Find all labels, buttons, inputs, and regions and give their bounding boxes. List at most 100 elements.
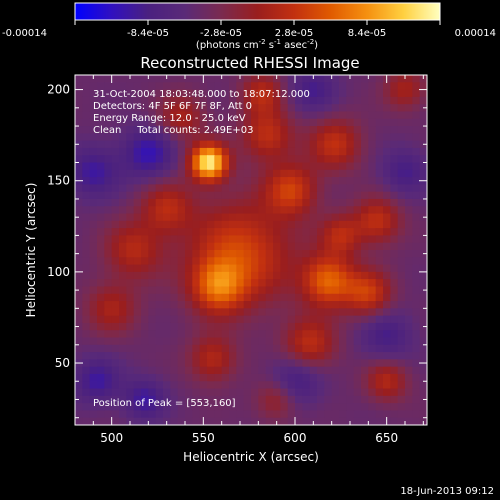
heatmap-cell [75, 264, 83, 273]
heatmap-cell [295, 89, 303, 98]
heatmap-cell [339, 344, 347, 353]
heatmap-cell [295, 315, 303, 324]
heatmap-cell [82, 322, 91, 331]
heatmap-cell [324, 352, 333, 360]
heatmap-cell [405, 133, 413, 142]
heatmap-cell [419, 293, 427, 302]
heatmap-cell [97, 322, 105, 331]
heatmap-cell [89, 104, 98, 113]
heatmap-cell [236, 213, 245, 222]
heatmap-cell [331, 271, 340, 280]
heatmap-cell [251, 315, 259, 324]
heatmap-cell [353, 330, 362, 339]
heatmap-cell [141, 169, 149, 178]
heatmap-cell [265, 242, 274, 251]
heatmap-cell [324, 417, 333, 425]
heatmap-cell [412, 301, 421, 309]
heatmap-cell [368, 257, 377, 266]
heatmap-cell [390, 395, 399, 404]
heatmap-cell [163, 133, 171, 142]
heatmap-cell [353, 301, 362, 309]
heatmap-cell [119, 126, 127, 134]
heatmap-cell [207, 133, 215, 142]
heatmap-cell [170, 330, 179, 339]
heatmap-cell [383, 184, 391, 193]
heatmap-cell [361, 410, 369, 419]
heatmap-cell [419, 381, 427, 390]
heatmap-cell [361, 279, 369, 288]
heatmap-cell [192, 344, 201, 353]
heatmap-cell [214, 388, 223, 397]
heatmap-cell [346, 213, 355, 222]
heatmap-cell [361, 75, 369, 83]
heatmap-cell [89, 198, 98, 207]
heatmap-cell [199, 286, 208, 295]
heatmap-cell [353, 155, 362, 164]
heatmap-cell [75, 381, 83, 390]
heatmap-cell [236, 133, 245, 142]
heatmap-cell [419, 118, 427, 127]
heatmap-cell [309, 373, 318, 382]
heatmap-cell [295, 184, 303, 193]
heatmap-cell [368, 308, 377, 317]
heatmap-cell [89, 220, 98, 229]
heatmap-cell [419, 279, 427, 288]
heatmap-cell [280, 184, 289, 193]
heatmap-cell [258, 395, 267, 404]
heatmap-cell [375, 75, 384, 83]
heatmap-cell [229, 271, 237, 280]
heatmap-cell [170, 315, 179, 324]
heatmap-cell [111, 410, 120, 419]
heatmap-cell [309, 271, 318, 280]
heatmap-cell [82, 213, 91, 222]
heatmap-cell [192, 293, 201, 302]
heatmap-cell [236, 118, 245, 127]
heatmap-cell [353, 133, 362, 142]
heatmap-cell [317, 271, 325, 280]
heatmap-cell [199, 308, 208, 317]
heatmap-cell [133, 315, 142, 324]
heatmap-cell [309, 395, 318, 404]
heatmap-cell [405, 162, 413, 171]
heatmap-cell [265, 286, 274, 295]
heatmap-cell [207, 279, 215, 288]
heatmap-cell [221, 228, 230, 237]
heatmap-cell [309, 96, 318, 105]
heatmap-cell [229, 118, 237, 127]
heatmap-cell [75, 198, 83, 207]
heatmap-cell [126, 235, 135, 244]
heatmap-cell [207, 322, 215, 331]
heatmap-cell [309, 126, 318, 134]
heatmap-cell [287, 89, 296, 98]
heatmap-cell [412, 264, 421, 273]
heatmap-cell [221, 177, 230, 185]
heatmap-cell [155, 133, 164, 142]
heatmap-cell [287, 366, 296, 375]
heatmap-cell [273, 184, 281, 193]
heatmap-cell [199, 257, 208, 266]
info-line-detectors: Detectors: 4F 5F 6F 7F 8F, Att 0 [93, 101, 252, 112]
heatmap-cell [375, 410, 384, 419]
heatmap-cell [148, 388, 157, 397]
heatmap-cell [265, 352, 274, 360]
heatmap-cell [177, 286, 186, 295]
heatmap-cell [82, 126, 91, 134]
heatmap-cell [192, 191, 201, 200]
heatmap-cell [273, 373, 281, 382]
heatmap-cell [302, 250, 311, 258]
heatmap-cell [229, 388, 237, 397]
heatmap-cell [331, 104, 340, 113]
heatmap-cell [126, 213, 135, 222]
heatmap-cell [419, 96, 427, 105]
heatmap-cell [302, 126, 311, 134]
heatmap-cell [419, 206, 427, 215]
heatmap-cell [207, 198, 215, 207]
heatmap-cell [185, 242, 193, 251]
heatmap-cell [141, 250, 149, 258]
heatmap-cell [346, 352, 355, 360]
heatmap-cell [214, 82, 223, 91]
heatmap-cell [331, 111, 340, 120]
heatmap-cell [353, 169, 362, 178]
heatmap-cell [82, 271, 91, 280]
heatmap-cell [104, 118, 113, 127]
